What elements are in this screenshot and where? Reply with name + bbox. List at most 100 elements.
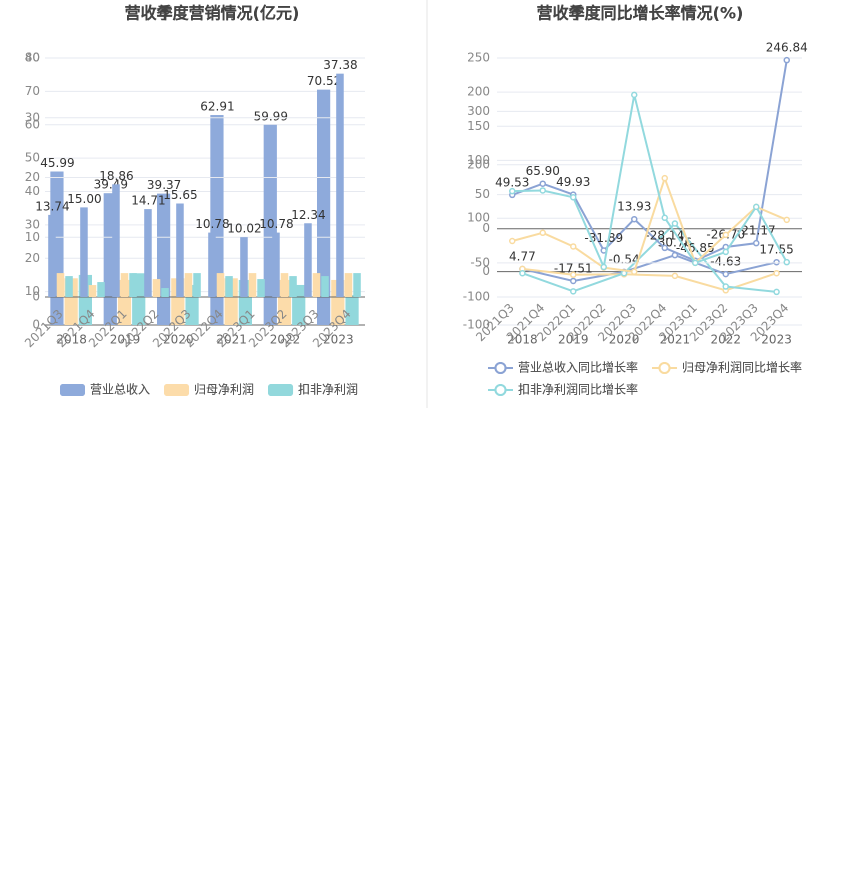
point (631, 268, 638, 275)
x-tick-label: 2019 (110, 333, 141, 347)
line (522, 254, 777, 282)
value-label: 49.93 (556, 175, 590, 189)
bar (240, 237, 248, 297)
point (661, 174, 668, 182)
point (570, 271, 577, 279)
bar (184, 273, 193, 297)
point (509, 187, 516, 195)
y-tick-label: 70 (25, 84, 40, 98)
value-label: 49.53 (495, 175, 529, 189)
y-tick-label: 100 (467, 153, 490, 167)
value-label: 13.93 (617, 200, 651, 214)
legend-swatch (164, 384, 190, 396)
point (570, 288, 577, 295)
value-label: 4.77 (509, 250, 536, 264)
point (722, 283, 729, 290)
y-tick-label: 50 (475, 187, 490, 201)
point (671, 220, 679, 227)
bar (80, 207, 88, 297)
y-tick-label: 250 (467, 51, 490, 65)
y-tick-label: 0 (482, 221, 490, 235)
value-label: 10.78 (259, 217, 293, 231)
legend-item: 归母净利润 (164, 383, 254, 397)
y-tick-label: 60 (25, 117, 40, 131)
point (539, 180, 546, 187)
legend-item: 扣非净利润同比增长率 (488, 382, 638, 397)
value-label: 65.90 (526, 164, 560, 178)
y-tick-label: 0 (482, 264, 490, 278)
legend-label: 归母净利润 (194, 383, 254, 397)
point (692, 259, 699, 267)
y-tick-label: 200 (467, 85, 490, 99)
y-tick-label: 40 (25, 184, 40, 198)
bar (129, 273, 137, 297)
bar (88, 285, 97, 297)
bar (216, 273, 225, 297)
bar (56, 273, 65, 297)
bar (289, 276, 297, 297)
line (512, 94, 788, 271)
bar (193, 273, 201, 297)
bar (312, 273, 321, 297)
legend-item: 归母净利润同比增长率 (652, 360, 802, 375)
value-label: -31.89 (584, 231, 623, 245)
value-label: 45.99 (40, 156, 74, 170)
value-label: 37.38 (323, 58, 357, 72)
value-label: 14.71 (131, 194, 165, 208)
y-tick-label: 100 (467, 211, 490, 225)
bar (317, 89, 331, 326)
bar (272, 232, 280, 297)
y-tick-label: 0 (32, 290, 40, 304)
y-tick-label: 300 (467, 104, 490, 118)
bar (152, 279, 161, 297)
x-tick-label: 2021 (216, 333, 247, 347)
point (631, 91, 638, 99)
value-label: 12.34 (291, 208, 325, 222)
chart-title: 营收季度营销情况(亿元) (125, 4, 300, 23)
point (722, 270, 729, 278)
value-label: -17.51 (554, 261, 593, 275)
y-tick-label: -100 (463, 290, 490, 304)
value-label: 62.91 (200, 100, 234, 114)
y-tick-label: 20 (25, 170, 40, 184)
legend-label: 扣非净利润 (298, 383, 358, 397)
value-label: 17.55 (759, 243, 793, 257)
point (773, 288, 780, 296)
value-label: 70.52 (307, 74, 341, 88)
point (773, 269, 780, 277)
point (753, 239, 760, 247)
y-tick-label: 30 (25, 217, 40, 231)
x-tick-label: 2023 (323, 333, 354, 347)
x-tick-label: 2022 (710, 333, 741, 347)
y-tick-label: -100 (463, 318, 490, 332)
point (570, 243, 577, 250)
y-tick-label: 30 (25, 110, 40, 124)
bar (208, 232, 216, 297)
bar (65, 276, 73, 297)
value-label: 18.86 (99, 169, 133, 183)
point (773, 258, 780, 266)
chart-title: 营收年度营销情况(亿元) (125, 4, 300, 23)
legend-label: 扣非净利润同比增长率 (518, 382, 638, 397)
value-label: 10.02 (227, 222, 261, 236)
value-label: 39.37 (147, 178, 181, 192)
value-label: 59.99 (254, 109, 288, 123)
legend-swatch (494, 362, 507, 374)
legend-label: 营业总收入 (90, 383, 150, 397)
bar (321, 276, 329, 297)
bar (176, 203, 184, 297)
value-label: 10.78 (195, 217, 229, 231)
legend-label: 扣非净利润 (298, 383, 358, 397)
value-label: 15.65 (163, 188, 197, 202)
x-tick-label: 2018 (56, 333, 87, 347)
bar (345, 294, 359, 325)
y-tick-label: 10 (25, 284, 40, 298)
bar (336, 73, 344, 297)
y-tick-label: 0 (32, 318, 40, 332)
x-tick-label: 2019 (558, 333, 589, 347)
legend-swatch (268, 384, 294, 396)
line (522, 222, 777, 293)
legend-label: 归母净利润同比增长率 (682, 360, 802, 375)
point (539, 229, 546, 237)
legend-label: 营业总收入 (90, 383, 150, 397)
